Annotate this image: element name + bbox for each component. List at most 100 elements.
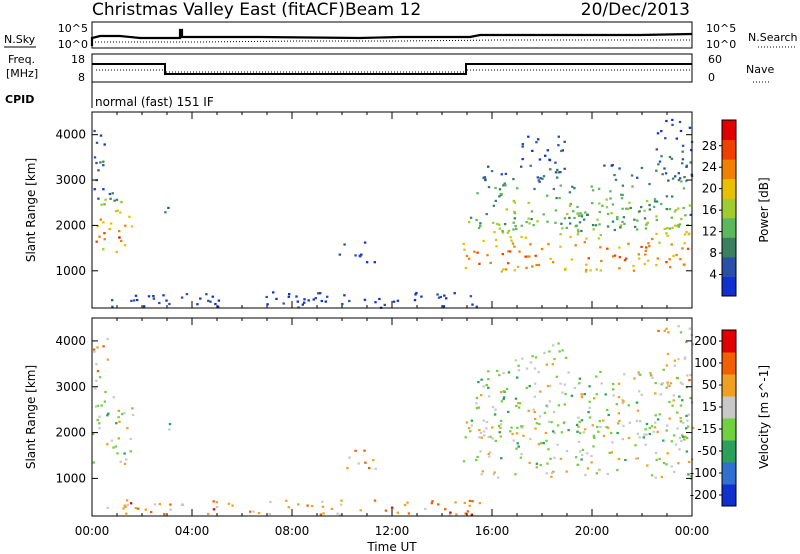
range-cell: [559, 245, 562, 248]
range-cell: [689, 213, 692, 216]
range-cell: [113, 199, 116, 202]
range-cell: [542, 213, 545, 216]
range-cell: [660, 130, 663, 133]
range-cell: [665, 463, 668, 466]
range-cell: [529, 438, 532, 441]
range-cell: [497, 424, 501, 427]
range-cell: [542, 442, 545, 445]
range-cell: [529, 361, 533, 364]
range-cell: [117, 409, 120, 412]
range-cell: [649, 372, 652, 375]
x-tick-label: 04:00: [175, 524, 210, 538]
range-cell: [588, 406, 591, 409]
range-cell: [620, 197, 624, 200]
range-cell: [272, 291, 275, 294]
range-cell: [679, 129, 683, 133]
range-cell: [307, 299, 310, 302]
range-cell: [505, 387, 509, 390]
range-cell: [683, 176, 686, 179]
range-cell: [545, 439, 548, 442]
range-cell: [688, 379, 691, 382]
range-cell: [685, 450, 689, 453]
range-cell: [123, 462, 127, 465]
range-cell: [507, 410, 510, 413]
range-cell: [530, 218, 533, 221]
range-cell: [93, 156, 97, 159]
colorbar-tick-label: 4: [709, 268, 717, 282]
range-cell: [683, 242, 686, 245]
range-cell: [287, 295, 290, 298]
range-cell: [119, 460, 122, 463]
range-cell: [98, 415, 101, 418]
range-cell: [384, 509, 388, 512]
range-cell: [591, 424, 594, 427]
range-cell: [585, 263, 588, 266]
range-cell: [485, 420, 489, 424]
range-cell: [561, 391, 564, 394]
range-cell: [529, 164, 532, 167]
range-cell: [690, 149, 693, 152]
range-cell: [92, 348, 96, 351]
range-cell: [603, 164, 606, 167]
range-cell: [338, 253, 341, 256]
range-cell: [668, 227, 672, 230]
range-cell: [363, 298, 367, 301]
range-cell: [207, 299, 210, 302]
range-cell: [644, 227, 648, 230]
range-cell: [689, 161, 692, 164]
range-cell: [561, 227, 564, 230]
range-cell: [555, 375, 559, 378]
range-cell: [128, 215, 131, 218]
range-cell: [602, 419, 605, 422]
range-cell: [120, 413, 124, 416]
range-cell: [476, 455, 479, 458]
range-cell: [588, 416, 592, 419]
range-cell: [616, 216, 619, 219]
range-cell: [611, 203, 615, 206]
range-cell: [657, 163, 660, 166]
range-cell: [606, 408, 609, 412]
colorbar-tick-label: 200: [694, 334, 717, 348]
range-cell: [531, 355, 534, 358]
range-cell: [677, 207, 680, 210]
range-cell: [111, 192, 114, 195]
station-title: Christmas Valley East (fitACF): [92, 0, 345, 20]
range-cell: [580, 213, 584, 216]
range-cell: [96, 404, 99, 407]
range-cell: [644, 428, 647, 431]
range-cell: [503, 223, 507, 226]
range-cell: [95, 379, 98, 382]
range-cell: [686, 374, 689, 377]
range-cell: [363, 241, 367, 244]
colorbar-tick-label: 20: [702, 182, 717, 196]
range-cell: [655, 169, 658, 172]
range-cell: [565, 226, 568, 229]
range-cell: [152, 295, 155, 298]
range-cell: [619, 224, 623, 227]
range-cell: [605, 198, 608, 201]
range-cell: [590, 461, 593, 464]
range-cell: [464, 436, 467, 439]
range-cell: [480, 473, 483, 476]
range-cell: [354, 254, 357, 257]
range-cell: [668, 258, 671, 261]
colorbar-segment: [722, 352, 736, 375]
range-cell: [552, 430, 555, 433]
range-cell: [639, 420, 642, 423]
range-cell: [654, 451, 658, 455]
range-cell: [534, 356, 538, 359]
range-cell: [653, 200, 657, 203]
range-cell: [502, 390, 506, 393]
range-cell: [586, 452, 589, 455]
range-cell: [501, 230, 504, 233]
range-cell: [480, 394, 483, 397]
range-cell: [591, 224, 595, 227]
range-cell: [517, 445, 520, 448]
range-cell: [436, 293, 439, 296]
range-cell: [687, 460, 691, 464]
cpid-text: normal (fast) 151 IF: [95, 95, 214, 109]
range-cell: [535, 462, 539, 465]
range-cell: [462, 460, 466, 463]
range-cell: [616, 469, 619, 472]
range-cell: [496, 476, 500, 479]
